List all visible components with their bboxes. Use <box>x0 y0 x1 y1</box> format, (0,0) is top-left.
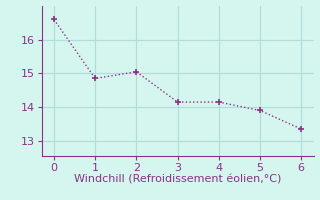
X-axis label: Windchill (Refroidissement éolien,°C): Windchill (Refroidissement éolien,°C) <box>74 174 281 184</box>
